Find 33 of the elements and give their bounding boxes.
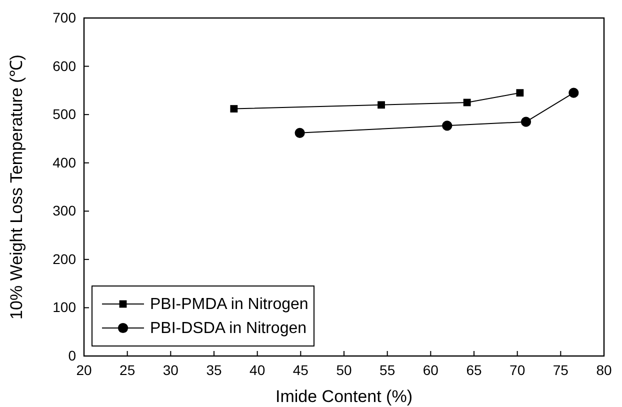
x-tick-label: 55 bbox=[380, 362, 396, 378]
legend-label: PBI-PMDA in Nitrogen bbox=[150, 296, 308, 313]
legend-label: PBI-DSDA in Nitrogen bbox=[150, 320, 307, 337]
x-tick-label: 40 bbox=[250, 362, 266, 378]
x-tick-label: 20 bbox=[76, 362, 92, 378]
point bbox=[520, 116, 532, 127]
point bbox=[516, 89, 524, 97]
x-tick-label: 75 bbox=[552, 362, 569, 378]
y-tick-label: 400 bbox=[52, 154, 76, 170]
y-tick-label: 300 bbox=[52, 202, 76, 219]
x-tick-label: 25 bbox=[120, 362, 136, 378]
y-axis-title: 10% Weight Loss Temperature (℃) bbox=[7, 54, 26, 320]
y-tick-label: 200 bbox=[52, 250, 76, 267]
point bbox=[568, 88, 579, 98]
y-tick-label: 600 bbox=[52, 58, 76, 74]
point bbox=[378, 101, 385, 109]
x-tick-label: 60 bbox=[422, 362, 439, 378]
y-tick-label: 700 bbox=[52, 9, 76, 26]
y-tick-label: 100 bbox=[52, 299, 76, 316]
x-tick-label: 30 bbox=[162, 362, 179, 378]
x-tick-label: 70 bbox=[510, 362, 526, 378]
y-tick-label: 500 bbox=[52, 106, 76, 122]
point bbox=[463, 98, 471, 106]
x-tick-label: 65 bbox=[466, 362, 482, 378]
x-axis-title: Imide Content (%) bbox=[276, 387, 412, 406]
y-tick-label: 0 bbox=[68, 347, 76, 364]
x-tick-label: 45 bbox=[292, 362, 309, 378]
point bbox=[294, 128, 305, 138]
x-tick-label: 80 bbox=[596, 362, 612, 378]
point bbox=[230, 105, 238, 112]
x-tick-label: 35 bbox=[206, 362, 222, 378]
x-tick-label: 50 bbox=[336, 362, 352, 378]
point bbox=[442, 120, 452, 131]
